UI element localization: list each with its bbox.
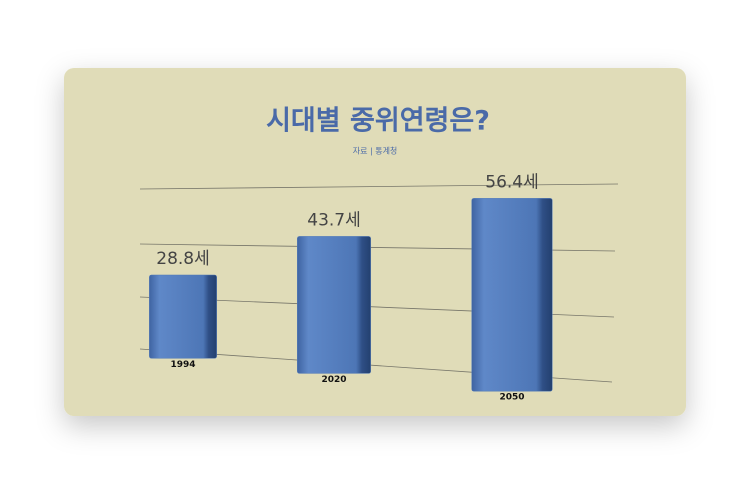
chart-subtitle: 자료 | 통계청 <box>353 146 398 156</box>
bar <box>297 236 371 374</box>
value-label: 43.7세 <box>307 210 361 230</box>
bar <box>149 274 217 359</box>
value-label: 28.8세 <box>156 249 210 269</box>
value-label: 56.4세 <box>485 172 539 192</box>
x-tick-label: 1994 <box>170 360 195 370</box>
x-tick-label: 2020 <box>321 375 346 385</box>
x-tick-label: 2050 <box>499 393 524 403</box>
bar <box>471 198 553 392</box>
chart-title: 시대별 중위연령은? <box>266 106 490 137</box>
guide-line <box>139 183 619 190</box>
